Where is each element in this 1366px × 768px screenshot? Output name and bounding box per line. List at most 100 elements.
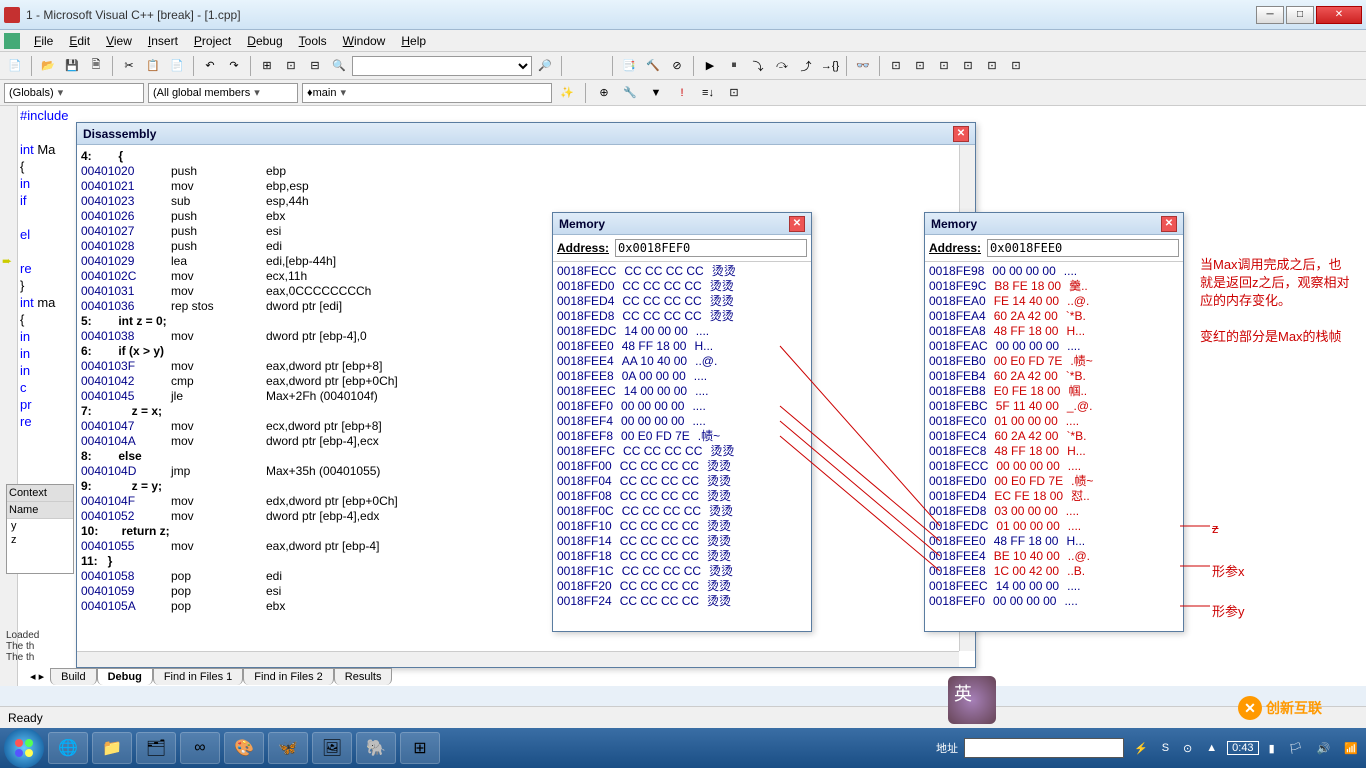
saveall-button[interactable]: 🗎 xyxy=(85,55,107,77)
menu-file[interactable]: File xyxy=(26,32,61,50)
memory-row[interactable]: 0018FE9CB8 FE 18 00羹.. xyxy=(929,279,1179,294)
tb4-button[interactable]: ! xyxy=(671,82,693,104)
context-var[interactable]: z xyxy=(7,533,73,547)
menu-edit[interactable]: Edit xyxy=(61,32,98,50)
ie-icon[interactable]: 🌐 xyxy=(48,732,88,764)
runto-button[interactable]: →{} xyxy=(819,55,841,77)
memory1-close-icon[interactable]: ✕ xyxy=(789,216,805,232)
memory-row[interactable]: 0018FED0CC CC CC CC烫烫 xyxy=(557,279,807,294)
tile-button[interactable]: ⊟ xyxy=(304,55,326,77)
memory-row[interactable]: 0018FED000 E0 FD 7E.帻~ xyxy=(929,474,1179,489)
watch-button[interactable]: ⊡ xyxy=(885,55,907,77)
memory-row[interactable]: 0018FEE048 FF 18 00H... xyxy=(557,339,807,354)
redo-button[interactable]: ↷ xyxy=(223,55,245,77)
disasm-line[interactable]: 00401036rep stosdword ptr [edi] xyxy=(81,299,971,314)
memory-row[interactable]: 0018FF18CC CC CC CC烫烫 xyxy=(557,549,807,564)
registers-button[interactable]: ⊡ xyxy=(933,55,955,77)
compile-button[interactable]: 📑 xyxy=(618,55,640,77)
minimize-button[interactable]: ─ xyxy=(1256,6,1284,24)
output-tab-find-in-files-2[interactable]: Find in Files 2 xyxy=(243,668,333,685)
output-tab-results[interactable]: Results xyxy=(334,668,393,685)
workspace-button[interactable]: ⊞ xyxy=(256,55,278,77)
find-combo[interactable] xyxy=(352,56,532,76)
paint-icon[interactable]: 🎨 xyxy=(224,732,264,764)
disasm-line[interactable]: 00401058popedi xyxy=(81,569,971,584)
disasm-line[interactable]: 6: if (x > y) xyxy=(81,344,971,359)
explorer-icon[interactable]: 📁 xyxy=(92,732,132,764)
memory-row[interactable]: 0018FEF400 00 00 00.... xyxy=(557,414,807,429)
disassembly-title[interactable]: Disassembly ✕ xyxy=(77,123,975,145)
memory-row[interactable]: 0018FED803 00 00 00.... xyxy=(929,504,1179,519)
app2-icon[interactable]: 🖼 xyxy=(312,732,352,764)
memory-row[interactable]: 0018FEE80A 00 00 00.... xyxy=(557,369,807,384)
tb5-button[interactable]: ≡↓ xyxy=(697,82,719,104)
disasm-line[interactable]: 00401029leaedi,[ebp-44h] xyxy=(81,254,971,269)
memory1-address-input[interactable] xyxy=(615,239,807,257)
memory-row[interactable]: 0018FED4EC FE 18 00怼.. xyxy=(929,489,1179,504)
memory1-content[interactable]: 0018FECCCC CC CC CC烫烫0018FED0CC CC CC CC… xyxy=(553,262,811,611)
search-button[interactable]: 🔎 xyxy=(534,55,556,77)
stepover-button[interactable]: ⤼ xyxy=(771,55,793,77)
memory2-title[interactable]: Memory ✕ xyxy=(925,213,1183,235)
disasm-line[interactable]: 00401027pushesi xyxy=(81,224,971,239)
stepinto-button[interactable]: ⤵ xyxy=(747,55,769,77)
scope-combo[interactable]: (Globals) xyxy=(4,83,144,103)
memory-row[interactable]: 0018FEF000 00 00 00.... xyxy=(557,399,807,414)
memory-row[interactable]: 0018FEE81C 00 42 00..B. xyxy=(929,564,1179,579)
disassembly-close-icon[interactable]: ✕ xyxy=(953,126,969,142)
disasm-line[interactable]: 00401021movebp,esp xyxy=(81,179,971,194)
disasm-line[interactable]: 5: int z = 0; xyxy=(81,314,971,329)
tray-icon-5[interactable]: ▮ xyxy=(1265,740,1279,757)
memory2-address-input[interactable] xyxy=(987,239,1179,257)
vs-icon[interactable]: ∞ xyxy=(180,732,220,764)
menu-insert[interactable]: Insert xyxy=(140,32,186,50)
variables-button[interactable]: ⊡ xyxy=(909,55,931,77)
tb3-button[interactable]: ▼ xyxy=(645,82,667,104)
memory-row[interactable]: 0018FEAC00 00 00 00.... xyxy=(929,339,1179,354)
build-button[interactable]: 🔨 xyxy=(642,55,664,77)
memory-row[interactable]: 0018FEA460 2A 42 00`*B. xyxy=(929,309,1179,324)
memory-row[interactable]: 0018FECCCC CC CC CC烫烫 xyxy=(557,264,807,279)
memory-row[interactable]: 0018FEDC01 00 00 00.... xyxy=(929,519,1179,534)
menu-help[interactable]: Help xyxy=(393,32,434,50)
app3-icon[interactable]: 🐘 xyxy=(356,732,396,764)
memory-row[interactable]: 0018FF1CCC CC CC CC烫烫 xyxy=(557,564,807,579)
memory2-content[interactable]: 0018FE9800 00 00 00....0018FE9CB8 FE 18 … xyxy=(925,262,1183,611)
memory-row[interactable]: 0018FEC001 00 00 00.... xyxy=(929,414,1179,429)
menu-view[interactable]: View xyxy=(98,32,140,50)
disasm-line[interactable]: 00401031moveax,0CCCCCCCCh xyxy=(81,284,971,299)
memory-row[interactable]: 0018FECC00 00 00 00.... xyxy=(929,459,1179,474)
disasm-line[interactable]: 00401042cmpeax,dword ptr [ebp+0Ch] xyxy=(81,374,971,389)
disasm-line[interactable]: 00401047movecx,dword ptr [ebp+8] xyxy=(81,419,971,434)
quickwatch-button[interactable]: 👓 xyxy=(852,55,874,77)
app4-icon[interactable]: ⊞ xyxy=(400,732,440,764)
folder-icon[interactable]: 🗂 xyxy=(136,732,176,764)
memory-row[interactable]: 0018FEF000 00 00 00.... xyxy=(929,594,1179,609)
memory-row[interactable]: 0018FEBC5F 11 40 00_.@. xyxy=(929,399,1179,414)
disasm-line[interactable]: 00401026pushebx xyxy=(81,209,971,224)
window-button[interactable]: ⊡ xyxy=(280,55,302,77)
memory-row[interactable]: 0018FEA0FE 14 40 00..@. xyxy=(929,294,1179,309)
menu-project[interactable]: Project xyxy=(186,32,239,50)
memory-row[interactable]: 0018FEE4AA 10 40 00..@. xyxy=(557,354,807,369)
app1-icon[interactable]: 🦋 xyxy=(268,732,308,764)
memory-row[interactable]: 0018FEE4BE 10 40 00..@. xyxy=(929,549,1179,564)
open-button[interactable]: 📂 xyxy=(37,55,59,77)
memory-row[interactable]: 0018FF0CCC CC CC CC烫烫 xyxy=(557,504,807,519)
disasm-line[interactable]: 00401028pushedi xyxy=(81,239,971,254)
memory-row[interactable]: 0018FED4CC CC CC CC烫烫 xyxy=(557,294,807,309)
disasm-line[interactable]: 7: z = x; xyxy=(81,404,971,419)
tray-icon-6[interactable]: 🏳 xyxy=(1285,740,1307,757)
memory-row[interactable]: 0018FED8CC CC CC CC烫烫 xyxy=(557,309,807,324)
memory-row[interactable]: 0018FEA848 FF 18 00H... xyxy=(929,324,1179,339)
output-tab-build[interactable]: Build xyxy=(50,668,96,685)
undo-button[interactable]: ↶ xyxy=(199,55,221,77)
tray-icon-1[interactable]: ⚡ xyxy=(1130,740,1152,757)
stop-button[interactable]: ⊘ xyxy=(666,55,688,77)
close-button[interactable]: ✕ xyxy=(1316,6,1362,24)
disasm-line[interactable]: 0040104Amovdword ptr [ebp-4],ecx xyxy=(81,434,971,449)
callstack-button[interactable]: ⊡ xyxy=(981,55,1003,77)
memory-row[interactable]: 0018FEB8E0 FE 18 00帼.. xyxy=(929,384,1179,399)
output-tab-find-in-files-1[interactable]: Find in Files 1 xyxy=(153,668,243,685)
disasm-line[interactable]: 0040103Fmoveax,dword ptr [ebp+8] xyxy=(81,359,971,374)
